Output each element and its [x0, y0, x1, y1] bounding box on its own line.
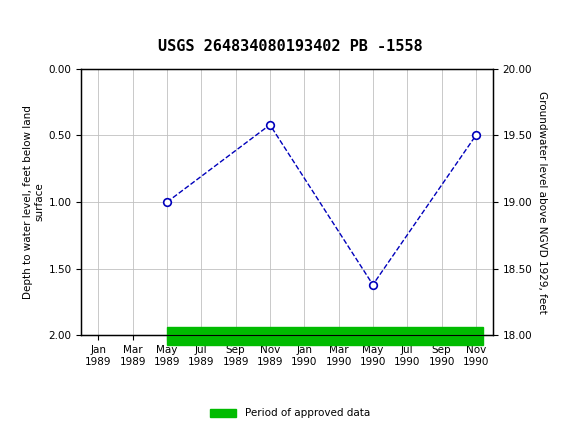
Text: USGS 264834080193402 PB -1558: USGS 264834080193402 PB -1558 — [158, 39, 422, 54]
Legend: Period of approved data: Period of approved data — [206, 404, 374, 423]
Text: ≋USGS: ≋USGS — [9, 10, 85, 30]
Y-axis label: Groundwater level above NGVD 1929, feet: Groundwater level above NGVD 1929, feet — [536, 91, 546, 313]
Bar — [167, 327, 483, 345]
Y-axis label: Depth to water level, feet below land
surface: Depth to water level, feet below land su… — [23, 105, 44, 299]
